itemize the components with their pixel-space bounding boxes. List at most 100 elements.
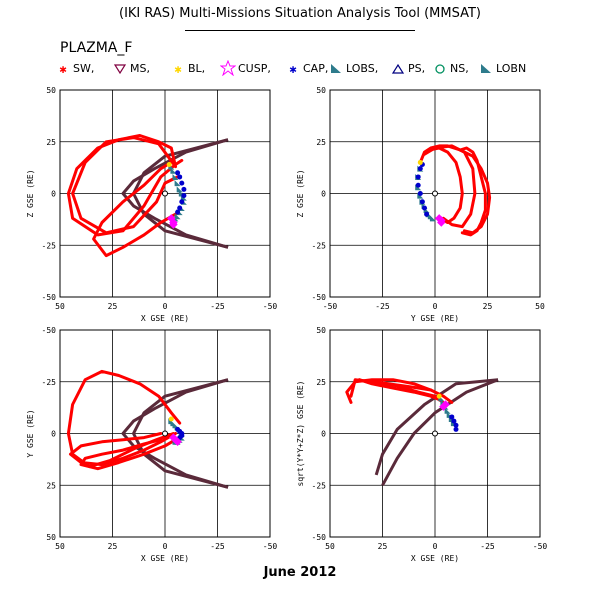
legend-marker: ✱ <box>174 62 181 76</box>
cap-marker <box>415 182 421 188</box>
orbit-trace <box>374 380 433 392</box>
bow-shock-line <box>121 378 229 489</box>
red-star-icon: ✱ <box>59 62 66 76</box>
cap-marker <box>419 199 425 205</box>
y-tick-label: 50 <box>316 86 326 95</box>
bl-marker <box>166 162 172 168</box>
y-tick-label: -25 <box>42 241 57 250</box>
x-tick-label: -50 <box>533 542 548 551</box>
legend-marker: ✱ <box>289 62 296 76</box>
plot-4: 50 25 0 -25 -50 -50 -25 0 25 50 X GSE (RE) sqrt(Y*Y… <box>296 326 547 563</box>
cusp-marker <box>169 220 178 229</box>
y-tick-label: 0 <box>51 430 56 439</box>
legend-marker <box>481 64 491 73</box>
cap-marker <box>177 205 183 211</box>
earth-marker <box>162 430 168 437</box>
maroon-triangle-down-icon <box>113 64 127 75</box>
teal-triangle-icon <box>331 64 341 73</box>
earth-marker <box>432 190 438 197</box>
legend-marker <box>391 63 405 74</box>
cap-marker <box>175 170 181 176</box>
x-tick-label: 25 <box>483 302 493 311</box>
x-axis-label: Y GSE (RE) <box>411 314 459 323</box>
cap-marker <box>415 174 421 180</box>
legend-label: NS, <box>450 61 469 75</box>
x-tick-label: -50 <box>263 302 278 311</box>
plot-3: 50 25 0 -25 -50 -50 -25 0 25 50 X GSE (RE) Y GSE (R… <box>26 326 277 563</box>
cap-marker <box>451 418 457 424</box>
y-tick-label: 50 <box>316 326 326 335</box>
x-tick-label: 50 <box>535 302 545 311</box>
plot-area <box>66 134 229 258</box>
y-tick-label: -25 <box>312 241 327 250</box>
y-axis-label: Z GSE (RE) <box>296 169 305 217</box>
x-axis-label: X GSE (RE) <box>141 314 189 323</box>
orbit-trace <box>423 144 477 229</box>
y-tick-label: 50 <box>46 86 56 95</box>
legend-item: LOBN <box>478 60 526 80</box>
x-tick-label: 50 <box>325 542 335 551</box>
y-tick-label: -50 <box>312 533 327 542</box>
legend-item: ✱ BL, <box>170 60 205 80</box>
lobe-marker <box>174 180 181 187</box>
cap-marker <box>422 205 427 211</box>
bl-marker <box>168 416 174 422</box>
x-tick-label: 25 <box>108 302 118 311</box>
bow-shock-line <box>121 138 229 249</box>
legend-item: LOBS, <box>328 60 378 80</box>
lobe-marker <box>176 186 183 193</box>
teal-triangle-icon <box>481 64 491 73</box>
bl-marker <box>436 393 442 399</box>
orbit-trace <box>69 432 177 467</box>
orbit-trace <box>66 369 182 469</box>
x-tick-label: 0 <box>163 302 168 311</box>
legend-label: CAP, <box>303 61 329 75</box>
y-tick-label: -25 <box>42 378 57 387</box>
bl-marker <box>417 159 423 165</box>
legend-label: BL, <box>188 61 206 75</box>
orbit-trace <box>92 160 177 258</box>
legend-label: LOBN <box>496 61 527 75</box>
legend-label: LOBS, <box>346 61 379 75</box>
lobe-marker <box>444 407 451 414</box>
y-tick-label: -50 <box>312 293 327 302</box>
y-tick-label: -50 <box>42 293 57 302</box>
lobe-marker <box>170 167 177 174</box>
y-tick-label: 25 <box>46 138 56 147</box>
bow-shock-line <box>374 378 499 476</box>
cusp-marker <box>173 437 182 447</box>
legend-marker <box>113 64 127 75</box>
legend-label: CUSP, <box>238 61 271 75</box>
y-tick-label: 25 <box>316 138 326 147</box>
orbit-trace <box>71 136 180 235</box>
legend-item: ✱ SW, <box>55 60 94 80</box>
plot-1: 50 25 0 -25 -50 -50 -25 0 25 50 X GSE (RE) Z GSE (R… <box>26 86 277 323</box>
x-tick-label: -25 <box>480 542 495 551</box>
y-tick-label: 25 <box>46 481 56 490</box>
cap-marker <box>417 191 423 196</box>
legend-item: PS, <box>390 60 425 80</box>
green-circle-icon <box>435 64 445 74</box>
x-tick-label: -25 <box>210 542 225 551</box>
legend-marker <box>219 59 237 77</box>
cap-marker <box>453 422 459 428</box>
y-tick-label: 50 <box>46 533 56 542</box>
magenta-big-star-icon <box>219 59 237 77</box>
y-axis-label: Y GSE (RE) <box>26 409 35 457</box>
orbit-trace <box>66 134 184 237</box>
navy-triangle-up-icon <box>391 63 405 74</box>
orbit-trace <box>357 378 443 402</box>
orbit-trace <box>427 146 464 224</box>
legend-marker <box>331 64 341 73</box>
x-tick-label: -25 <box>210 302 225 311</box>
y-tick-label: -50 <box>42 326 57 335</box>
earth-marker <box>162 190 168 197</box>
cap-marker <box>424 211 430 217</box>
cap-marker <box>179 199 185 205</box>
blue-asterisk-icon: ✱ <box>289 62 296 76</box>
y-axis-label: sqrt(Y*Y+Z*Z) GSE (RE) <box>296 381 305 487</box>
y-tick-label: -25 <box>312 481 327 490</box>
x-tick-label: 0 <box>163 542 168 551</box>
cap-marker <box>449 414 455 420</box>
